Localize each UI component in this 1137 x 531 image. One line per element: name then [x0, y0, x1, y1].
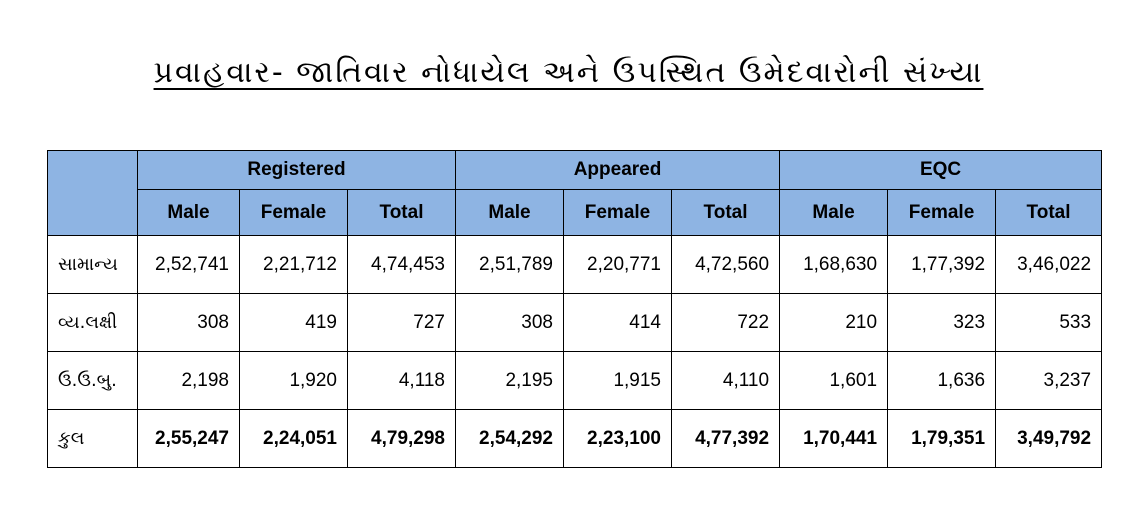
- table-cell: 1,77,392: [887, 235, 997, 294]
- table-cell-total: 3,49,792: [995, 409, 1103, 468]
- table-cell: 4,110: [670, 351, 781, 410]
- table-cell: 414: [563, 293, 672, 352]
- table-cell: 308: [137, 293, 240, 352]
- row-label: વ્ય.લક્ષી: [47, 293, 138, 352]
- header-eqc-male: Male: [779, 189, 889, 236]
- table-cell-total: 2,24,051: [239, 409, 348, 468]
- header-appeared: Appeared: [454, 150, 781, 190]
- table-row: ઉ.ઉ.બુ. 2,198 1,920 4,118 2,195 1,915 4,…: [47, 351, 1103, 410]
- header-group-row: Registered Appeared EQC: [47, 150, 1103, 236]
- table-cell-total: 4,77,392: [670, 409, 781, 468]
- header-eqc-total: Total: [995, 189, 1103, 236]
- table-cell: 2,51,789: [455, 235, 564, 294]
- header-registered-female: Female: [239, 189, 348, 236]
- header-registered-total: Total: [347, 189, 456, 236]
- row-label-total: કુલ: [47, 409, 138, 468]
- table-cell-total: 4,79,298: [347, 409, 456, 468]
- table-cell: 1,636: [887, 351, 997, 410]
- header-eqc: EQC: [779, 150, 1103, 190]
- table-cell: 2,195: [455, 351, 564, 410]
- table-cell: 2,198: [137, 351, 240, 410]
- table-cell: 4,74,453: [347, 235, 456, 294]
- header-sub-row: Male Female Total Male Female Total Male…: [48, 189, 1103, 236]
- table-cell: 308: [455, 293, 564, 352]
- table-row: વ્ય.લક્ષી 308 419 727 308 414 722 210 32…: [47, 293, 1103, 352]
- header-corner-cell: [47, 150, 138, 236]
- header-appeared-total: Total: [670, 189, 781, 236]
- table-cell: 727: [347, 293, 456, 352]
- table-cell: 4,118: [347, 351, 456, 410]
- table-cell: 2,20,771: [563, 235, 672, 294]
- table-cell: 323: [887, 293, 997, 352]
- row-label: ઉ.ઉ.બુ.: [47, 351, 138, 410]
- table-cell-total: 2,54,292: [455, 409, 564, 468]
- row-label: સામાન્ય: [47, 235, 138, 294]
- table-cell: 3,46,022: [995, 235, 1103, 294]
- table-row: સામાન્ય 2,52,741 2,21,712 4,74,453 2,51,…: [47, 235, 1103, 294]
- table-cell: 2,21,712: [239, 235, 348, 294]
- table-cell-total: 2,23,100: [563, 409, 672, 468]
- table-cell: 1,601: [779, 351, 889, 410]
- table-cell: 3,237: [995, 351, 1103, 410]
- page-title: પ્રવાહવાર- જાતિવાર નોધાયેલ અને ઉપસ્થિત ઉ…: [0, 50, 1137, 96]
- table-cell-total: 2,55,247: [137, 409, 240, 468]
- table-row-total: કુલ 2,55,247 2,24,051 4,79,298 2,54,292 …: [47, 409, 1103, 468]
- table-cell-total: 1,79,351: [887, 409, 997, 468]
- header-registered-male: Male: [137, 189, 240, 236]
- stats-table: Registered Appeared EQC Male Female Tota…: [47, 150, 1103, 468]
- header-registered: Registered: [137, 150, 456, 190]
- table-cell: 1,915: [563, 351, 672, 410]
- header-appeared-male: Male: [455, 189, 564, 236]
- table-cell: 533: [995, 293, 1103, 352]
- table-cell: 722: [670, 293, 781, 352]
- table-cell: 1,920: [239, 351, 348, 410]
- page-title-text: પ્રવાહવાર- જાતિવાર નોધાયેલ અને ઉપસ્થિત ઉ…: [153, 55, 984, 90]
- table-cell: 4,72,560: [670, 235, 781, 294]
- table-cell-total: 1,70,441: [779, 409, 889, 468]
- header-eqc-female: Female: [887, 189, 997, 236]
- table-cell: 210: [779, 293, 889, 352]
- header-appeared-female: Female: [563, 189, 672, 236]
- table-cell: 2,52,741: [137, 235, 240, 294]
- table-cell: 1,68,630: [779, 235, 889, 294]
- table-cell: 419: [239, 293, 348, 352]
